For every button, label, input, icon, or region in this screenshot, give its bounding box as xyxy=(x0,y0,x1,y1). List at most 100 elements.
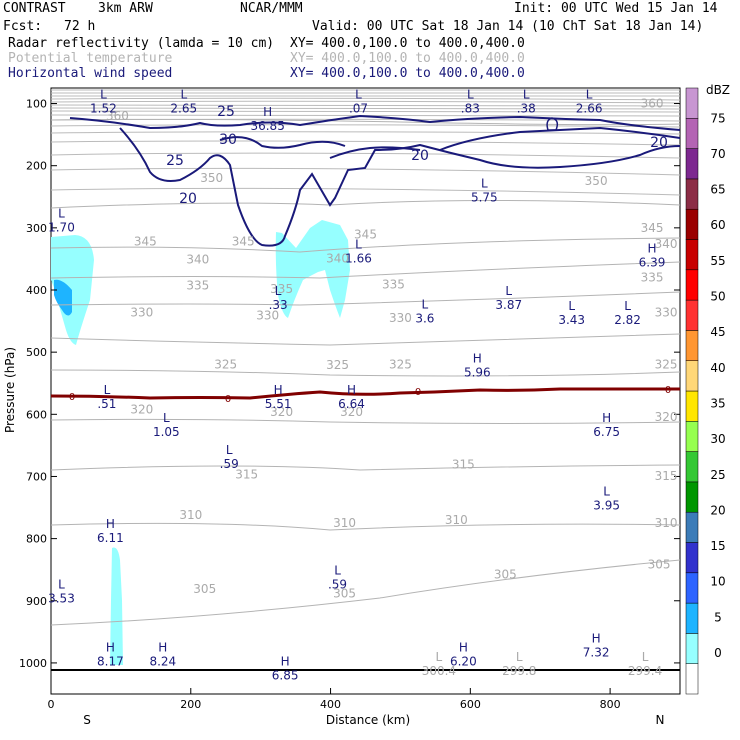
extremum-value: 300.4 xyxy=(422,664,456,678)
theta-contour-label: 325 xyxy=(655,358,678,372)
colorbar-label: 30 xyxy=(710,432,725,446)
y-tick-label: 900 xyxy=(26,595,47,608)
wind-label-20: 20 xyxy=(179,191,197,207)
colorbar-swatch xyxy=(685,178,699,210)
extremum-value: .33 xyxy=(269,298,288,312)
extremum-type: L xyxy=(104,383,111,397)
extremum-type: L xyxy=(180,88,187,102)
extremum-value: 2.66 xyxy=(576,102,603,116)
colorbar: 0 5 10 15 20 25 30 35 40 45 50 55 60 65 70 75 xyxy=(685,87,726,695)
theta-contour-label: 315 xyxy=(452,458,475,472)
echo-cloud-left xyxy=(51,235,94,345)
colorbar-swatch xyxy=(685,481,699,513)
colorbar-label: 25 xyxy=(710,468,725,482)
extremum-value: 1.66 xyxy=(345,251,372,265)
theta-contour-label: 310 xyxy=(445,513,468,527)
extremum-value: .59 xyxy=(328,578,347,592)
colorbar-swatch xyxy=(685,390,699,422)
extremum-type: L xyxy=(275,284,282,298)
wind-label-20: 20 xyxy=(411,148,429,164)
field-xy-theta: XY= 400.0,100.0 to 400.0,400.0 xyxy=(290,51,525,66)
extrema-markers: L1.52L2.65L.07L.83L.38L2.66H36.85L5.75L1… xyxy=(48,88,665,683)
theta-contour-label: 320 xyxy=(130,402,153,416)
theta-contour-label: 335 xyxy=(382,277,405,291)
colorbar-swatch xyxy=(685,208,699,240)
theta-contour-label: 345 xyxy=(232,235,255,249)
colorbar-label: 0 xyxy=(714,646,722,660)
field-name-theta: Potential temperature xyxy=(8,51,173,66)
field-xy-wind: XY= 400.0,100.0 to 400.0,400.0 xyxy=(290,66,525,81)
extremum-type: H xyxy=(473,352,482,366)
theta-contour-label: 340 xyxy=(655,237,678,251)
extremum-value: .38 xyxy=(517,102,536,116)
extremum-type: L xyxy=(334,564,341,578)
extremum-value: 1.52 xyxy=(90,102,117,116)
colorbar-swatch xyxy=(685,663,699,695)
y-tick-label: 300 xyxy=(26,222,47,235)
extremum-value: 8.24 xyxy=(149,655,176,669)
wind-speed-contours xyxy=(69,114,680,247)
reflectivity-fill xyxy=(51,220,350,665)
extremum-value: 1.70 xyxy=(48,220,75,234)
extremum-type: H xyxy=(459,641,468,655)
theta-contour-label: 320 xyxy=(340,405,363,419)
theta-contour-label: 330 xyxy=(389,311,412,325)
extremum-value: 299.8 xyxy=(502,664,536,678)
theta-contour-label: 305 xyxy=(193,582,216,596)
theta-contour-label: 345 xyxy=(134,235,157,249)
colorbar-swatch xyxy=(685,602,699,634)
theta-contour-label: 360 xyxy=(641,97,664,111)
wind-label-30: 30 xyxy=(219,132,237,148)
colorbar-label: 45 xyxy=(710,325,725,339)
extremum-type: L xyxy=(642,650,649,664)
field-name-wind: Horizontal wind speed xyxy=(8,66,173,81)
theta-contour-label: 350 xyxy=(200,171,223,185)
theta-contour-label: 320 xyxy=(655,410,678,424)
fcst-label: Fcst: xyxy=(3,19,43,34)
theta-contour-label: 305 xyxy=(648,558,671,572)
theta-contour-label: 315 xyxy=(235,468,258,482)
extremum-type: H xyxy=(602,411,611,425)
theta-contour-label: 315 xyxy=(655,469,678,483)
extremum-type: L xyxy=(436,650,443,664)
x-tick-label: 600 xyxy=(460,698,481,711)
field-name-reflectivity: Radar reflectivity (lamda = 10 cm) xyxy=(8,36,275,51)
extremum-type: L xyxy=(355,88,362,102)
echo-column-low xyxy=(110,547,123,665)
colorbar-swatch xyxy=(685,148,699,180)
x-tick-label: 200 xyxy=(180,698,201,711)
wind-label-25: 25 xyxy=(217,104,235,120)
x-tick-label: 400 xyxy=(320,698,341,711)
extremum-type: L xyxy=(467,88,474,102)
theta-contour-label: 340 xyxy=(186,253,209,267)
theta-contour-label: 350 xyxy=(585,174,608,188)
extremum-type: L xyxy=(516,650,523,664)
theta-contour-label: 310 xyxy=(179,508,202,522)
extremum-value: 3.6 xyxy=(415,312,434,326)
y-tick-label: 500 xyxy=(26,346,47,359)
extremum-value: 5.96 xyxy=(464,366,491,380)
extremum-type: L xyxy=(163,411,170,425)
colorbar-label: 35 xyxy=(710,396,725,410)
colorbar-swatch xyxy=(685,572,699,604)
theta-contour-label: 360 xyxy=(106,109,129,123)
extremum-value: 299.4 xyxy=(628,664,662,678)
extremum-value: 6.11 xyxy=(97,531,124,545)
extremum-value: 3.43 xyxy=(558,313,585,327)
extremum-value: 5.51 xyxy=(265,397,292,411)
colorbar-swatch xyxy=(685,330,699,361)
theta-contour-label: 310 xyxy=(333,516,356,530)
theta-contour-label: 335 xyxy=(186,279,209,293)
theta-labels: 360 360 350 350 345 345 345 345 340 340 340 335 335 3… xyxy=(106,97,678,601)
theta-contour-label: 320 xyxy=(270,405,293,419)
extremum-value: 7.32 xyxy=(583,645,610,659)
colorbar-swatch xyxy=(685,451,699,483)
y-tick-label: 800 xyxy=(26,533,47,546)
colorbar-label: 60 xyxy=(710,218,725,232)
y-tick-label: 1000 xyxy=(19,657,47,670)
wind-label-25: 25 xyxy=(166,153,184,169)
colorbar-swatch xyxy=(685,118,699,149)
extremum-value: 6.20 xyxy=(450,655,477,669)
init-time: Init: 00 UTC Wed 15 Jan 14 xyxy=(514,1,718,16)
freezing-label: 0 xyxy=(225,394,231,405)
